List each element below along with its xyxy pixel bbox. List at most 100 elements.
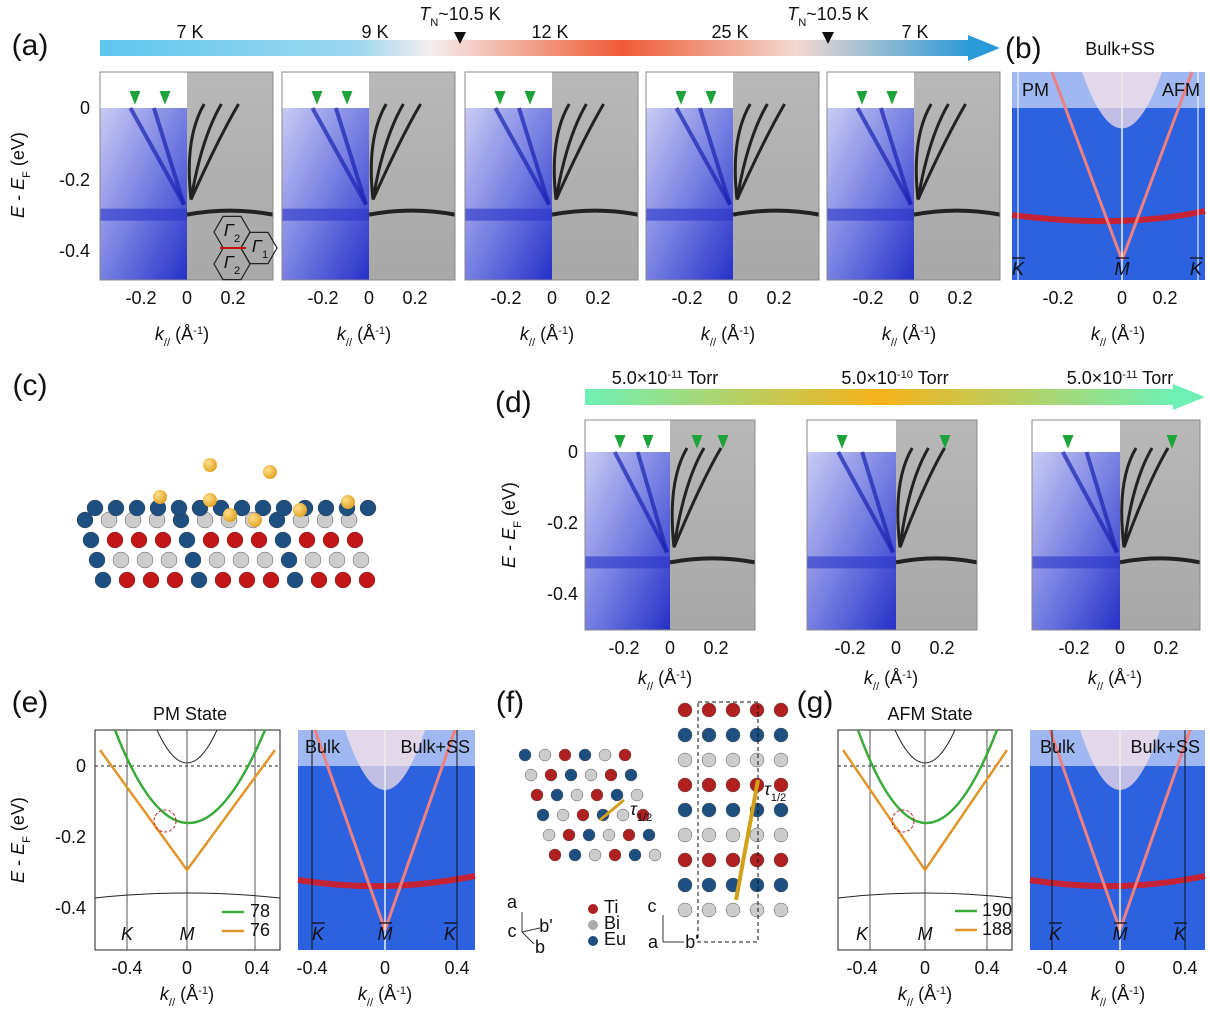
- atom: [274, 531, 292, 549]
- atom: [701, 802, 717, 818]
- adsorbate: [293, 503, 307, 517]
- y-tick-label: 0: [568, 442, 578, 462]
- band-curv: [735, 103, 786, 201]
- text-part: -1: [902, 669, 912, 681]
- text-part: (Å: [1106, 984, 1129, 1004]
- text-part: Γ: [224, 252, 235, 272]
- text-part: -1: [1129, 325, 1139, 337]
- atom: [610, 788, 624, 802]
- image-border: [99, 71, 274, 281]
- x-tick-label: 0: [547, 288, 557, 308]
- text-part: (Å: [170, 324, 193, 344]
- atom: [310, 571, 328, 589]
- band-raw: [128, 107, 186, 206]
- label: AFM: [1162, 80, 1200, 100]
- y-axis-label: E - EF (eV): [8, 797, 33, 883]
- band-green: [113, 729, 267, 825]
- dirac-cone: [1050, 71, 1124, 261]
- k-point: K: [1174, 924, 1187, 944]
- atom: [160, 551, 178, 569]
- x-tick-label: 0.2: [766, 288, 791, 308]
- atom: [334, 571, 352, 589]
- flat-band: [1119, 556, 1201, 565]
- surface-atom: [359, 499, 377, 517]
- text-part: (Å: [175, 984, 198, 1004]
- atom: [608, 848, 622, 862]
- legend-label: Eu: [604, 929, 626, 949]
- x-tick-label: 0: [909, 288, 919, 308]
- image-border: [464, 71, 639, 281]
- atom: [701, 702, 717, 718]
- atom: [749, 877, 765, 893]
- text-part: 5.0×10: [841, 368, 897, 388]
- atom: [773, 727, 789, 743]
- legend-label: Ti: [604, 897, 618, 917]
- x-tick-label: 0.4: [974, 958, 999, 978]
- x-tick-label: 0: [920, 958, 930, 978]
- atom: [118, 571, 136, 589]
- flat-band-raw: [100, 208, 187, 221]
- y-tick-label: -0.4: [547, 584, 578, 604]
- atom: [142, 571, 160, 589]
- text-part: k: [155, 324, 165, 344]
- text-part: (Å: [1103, 668, 1126, 688]
- text-part: //: [1097, 681, 1104, 693]
- atom: [556, 808, 570, 822]
- atom: [701, 852, 717, 868]
- text-part: //: [164, 337, 171, 349]
- band-raw: [698, 107, 732, 206]
- atom: [677, 852, 693, 868]
- surface-atom: [170, 499, 188, 517]
- inset-label: Γ2: [224, 252, 240, 277]
- legend-atom: [588, 936, 598, 946]
- band-curv: [371, 103, 422, 201]
- axis-letter: b': [539, 916, 552, 936]
- band-curv: [672, 447, 706, 548]
- x-tick-label: -0.2: [834, 638, 865, 658]
- text-part: ): [208, 984, 214, 1004]
- atom: [346, 531, 364, 549]
- text-part: ): [568, 324, 574, 344]
- vector: [734, 779, 760, 901]
- x-tick-label: -0.4: [846, 958, 877, 978]
- text-part: k: [358, 984, 368, 1004]
- atom: [226, 531, 244, 549]
- x-tick-label: 0.2: [929, 638, 954, 658]
- text-part: (Å: [653, 668, 676, 688]
- atom: [648, 848, 662, 862]
- flat-band-raw: [646, 208, 733, 221]
- band-curv: [672, 447, 723, 548]
- arpes-raw: [807, 452, 896, 630]
- k-point: M: [378, 924, 393, 944]
- atom: [628, 848, 642, 862]
- y-axis-label: E - EF (eV): [499, 482, 524, 568]
- image-border: [645, 71, 820, 281]
- arpes-curvature: [369, 72, 455, 280]
- band-raw: [517, 107, 551, 206]
- text-part: -1: [198, 985, 208, 997]
- transition-marker: [454, 32, 466, 44]
- x-tick-label: -0.4: [111, 958, 142, 978]
- temperature-label: 12 K: [531, 22, 568, 42]
- text-part: 1/2: [771, 792, 787, 804]
- x-tick-label: 0.2: [703, 638, 728, 658]
- axis-letter: b: [535, 937, 545, 957]
- text-part: τ: [630, 799, 638, 819]
- text-part: -1: [193, 325, 203, 337]
- label: Bulk+SS: [400, 737, 470, 757]
- text-part: E: [8, 870, 28, 883]
- atom: [178, 531, 196, 549]
- text-part: -: [8, 190, 28, 206]
- x-axis-label: k// (Å-1): [1088, 668, 1142, 693]
- flat-band: [551, 208, 639, 217]
- text-part: (Å: [897, 324, 920, 344]
- image-border: [1031, 419, 1201, 631]
- atom: [773, 777, 789, 793]
- image-border: [826, 71, 1001, 281]
- green-arrow: [691, 435, 703, 449]
- band-black: [894, 729, 956, 764]
- text-part: ): [749, 324, 755, 344]
- text-part: -1: [936, 985, 946, 997]
- x-tick-label: 0.4: [244, 958, 269, 978]
- text-part: ): [686, 668, 692, 688]
